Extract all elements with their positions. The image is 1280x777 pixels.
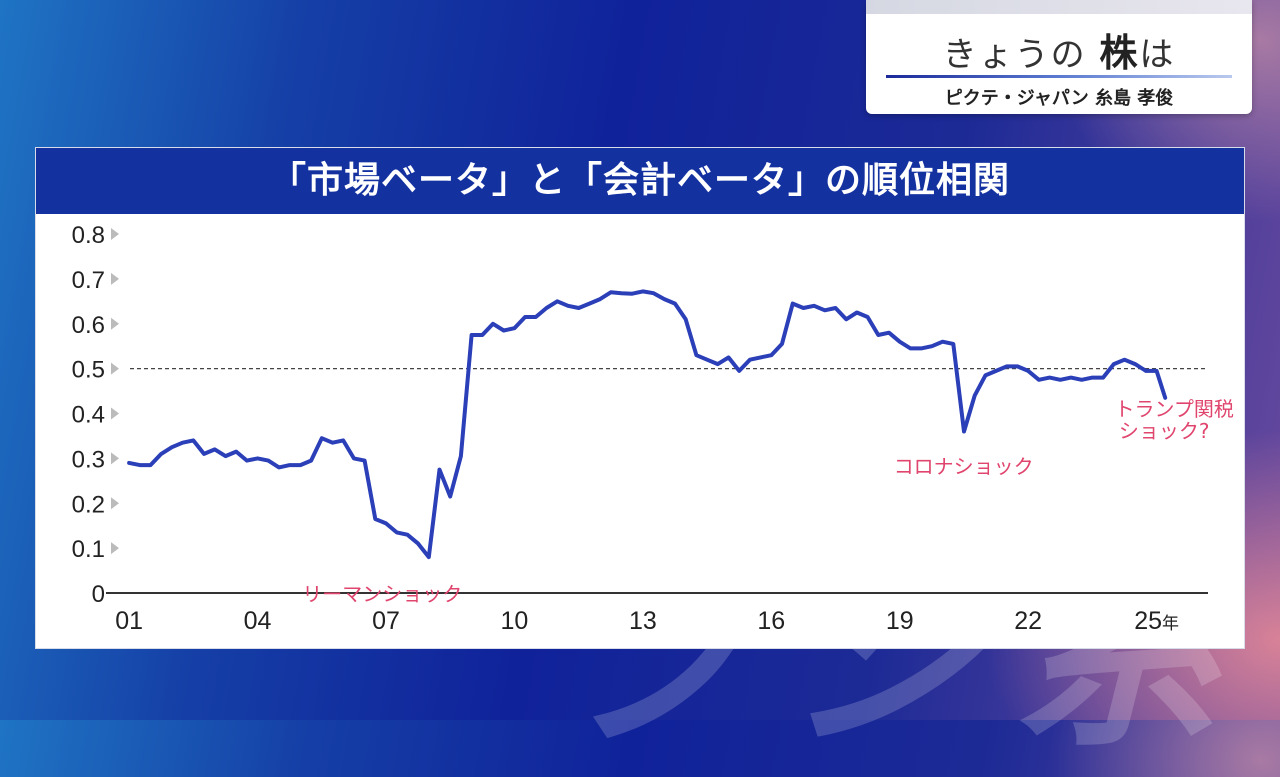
program-title-prefix: きょうの	[942, 35, 1087, 75]
y-tick-label: 0.8	[72, 222, 105, 249]
x-tick-label: 16	[757, 607, 785, 635]
y-tick-marker	[111, 497, 119, 510]
program-title: きょうの 株は	[866, 22, 1252, 77]
x-tick-label: 10	[501, 607, 529, 635]
y-tick-label: 0.6	[72, 312, 105, 339]
x-tick-label: 04	[244, 607, 272, 635]
y-tick-label: 0	[92, 581, 105, 608]
x-tick-label: 01	[115, 607, 143, 635]
chart-panel: 「市場ベータ」と「会計ベータ」の順位相関 0 0.1 0.2 0.3 0.4 0.5 0.6…	[35, 147, 1245, 649]
y-tick-marker	[111, 317, 119, 330]
annotation-corona: コロナショック	[894, 454, 1034, 478]
y-tick-label: 0.2	[72, 491, 105, 518]
rank-correlation-chart: 0 0.1 0.2 0.3 0.4 0.5 0.6 0.7 0.8 01 04 07 10 13 16 19 2…	[72, 222, 1234, 635]
program-subtitle: ピクテ・ジャパン 糸島 孝俊	[944, 88, 1174, 109]
program-title-box: きょうの 株は ピクテ・ジャパン 糸島 孝俊	[866, 0, 1252, 114]
y-tick-marker	[111, 407, 119, 420]
y-tick-label: 0.3	[72, 446, 105, 473]
y-tick-marker	[111, 228, 119, 240]
y-tick-marker	[111, 362, 119, 375]
y-tick-marker	[111, 542, 119, 555]
y-tick-label: 0.1	[72, 536, 105, 563]
program-title-suffix: は	[1139, 35, 1176, 75]
y-tick-label: 0.5	[72, 357, 105, 384]
x-tick-label: 07	[372, 607, 400, 635]
program-box-topbar	[866, 0, 1252, 14]
y-tick-marker	[111, 452, 119, 465]
x-tick-label: 25年	[1134, 607, 1179, 635]
program-title-rule	[886, 75, 1232, 78]
x-tick-label: 19	[886, 607, 914, 635]
x-tick-label: 13	[629, 607, 657, 635]
y-tick-label: 0.4	[72, 402, 105, 429]
program-title-emph: 株	[1099, 31, 1140, 75]
chart-title: 「市場ベータ」と「会計ベータ」の順位相関	[36, 148, 1244, 214]
y-tick-label: 0.7	[72, 267, 105, 294]
y-tick-marker	[111, 272, 119, 285]
x-tick-label: 22	[1014, 607, 1042, 635]
annotation-tariff: トランプ関税ショック?	[1114, 397, 1233, 443]
rank-correlation-line	[127, 289, 1168, 560]
annotation-lehman: リーマンショック	[302, 582, 462, 606]
